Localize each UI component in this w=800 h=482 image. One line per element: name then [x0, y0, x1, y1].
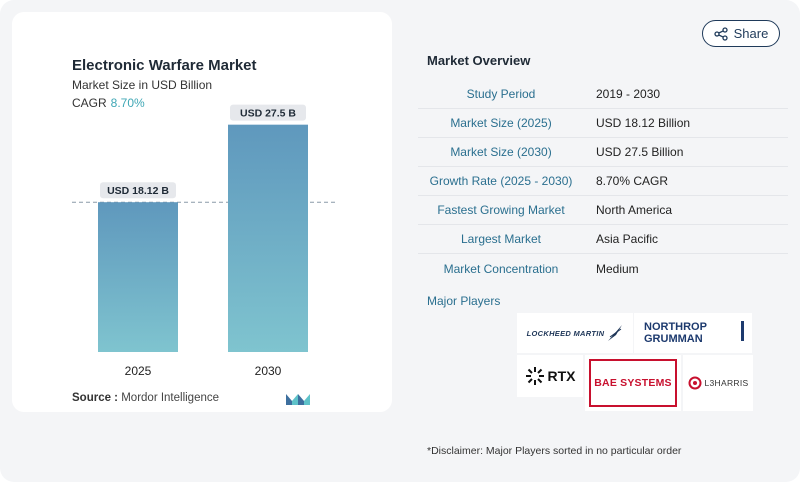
lockheed-martin-logo: LOCKHEED MARTIN	[517, 313, 633, 353]
overview-row-label: Market Size (2025)	[450, 116, 552, 130]
chart-cagr: CAGR 8.70%	[72, 96, 145, 110]
category-label: 2030	[255, 364, 282, 378]
source-value: Mordor Intelligence	[121, 392, 220, 404]
overview-row-value: 8.70% CAGR	[596, 174, 669, 188]
data-label: USD 18.12 B	[107, 185, 169, 197]
bae-systems-frame: BAE SYSTEMS	[589, 359, 677, 407]
share-icon	[713, 26, 728, 41]
overview-row-label: Growth Rate (2025 - 2030)	[429, 174, 573, 188]
source-line: Source : Mordor Intelligence	[72, 392, 219, 404]
overview-row: Fastest Growing Market North America	[418, 196, 788, 225]
data-label-bg	[230, 104, 306, 121]
overview-row-value: 2019 - 2030	[596, 87, 661, 101]
cagr-value: 8.70%	[110, 96, 145, 110]
overview-row-value: USD 18.12 Billion	[596, 116, 691, 130]
rtx-wordmark: RTX	[547, 368, 576, 384]
overview-row: Market Concentration Medium	[418, 254, 788, 283]
l3harris-logo: L3HARRIS	[683, 355, 753, 411]
l3harris-ring-icon	[688, 376, 701, 390]
overview-row-value: Medium	[596, 261, 639, 276]
northrop-wordmark: NORTHROP	[644, 321, 707, 333]
overview-row-value: USD 27.5 Billion	[596, 145, 684, 159]
bar-2030	[228, 124, 308, 353]
northrop-grumman-logo: NORTHROP GRUMMAN	[634, 313, 752, 353]
disclaimer-note: *Disclaimer: Major Players sorted in no …	[427, 445, 682, 457]
market-overview-title: Market Overview	[427, 53, 531, 68]
bar-2025	[98, 202, 178, 352]
major-players-title: Major Players	[427, 294, 501, 308]
overview-row: Largest Market Asia Pacific	[418, 225, 788, 254]
data-label-bg	[100, 182, 176, 199]
northrop-bar-icon	[741, 321, 744, 341]
data-label: USD 27.5 B	[240, 108, 296, 120]
overview-row: Study Period 2019 - 2030	[418, 80, 788, 109]
overview-row-label: Market Size (2030)	[450, 145, 552, 159]
bar-chart: USD 18.12 B 2025 USD 27.5 B 2030	[72, 104, 337, 378]
overview-row-value: Asia Pacific	[596, 232, 659, 246]
overview-row-value: North America	[596, 203, 673, 217]
overview-row-label: Study Period	[466, 87, 536, 101]
rtx-logo: RTX	[517, 355, 583, 397]
overview-row: Market Size (2025) USD 18.12 Billion	[418, 109, 788, 138]
cagr-label: CAGR	[72, 96, 107, 110]
bae-systems-wordmark: BAE SYSTEMS	[594, 377, 672, 389]
overview-row-label: Largest Market	[460, 232, 542, 246]
bae-systems-logo: BAE SYSTEMS	[585, 355, 681, 411]
lockheed-martin-wordmark: LOCKHEED MARTIN	[526, 328, 605, 338]
mordor-intelligence-logo-icon	[286, 394, 310, 405]
chart-title: Electronic Warfare Market	[72, 57, 257, 74]
overview-row-label: Market Concentration	[443, 261, 559, 276]
chart-subtitle: Market Size in USD Billion	[72, 78, 213, 92]
share-button[interactable]: Share	[702, 20, 780, 47]
overview-row: Growth Rate (2025 - 2030) 8.70% CAGR	[418, 167, 788, 196]
rtx-burst-icon	[525, 367, 544, 385]
category-label: 2025	[125, 364, 152, 378]
l3harris-wordmark: L3HARRIS	[704, 378, 749, 388]
share-label: Share	[733, 26, 769, 41]
source-label: Source :	[72, 392, 119, 404]
market-overview-table: Study Period 2019 - 2030 Market Size (2025…	[418, 80, 788, 283]
grumman-wordmark: GRUMMAN	[644, 333, 703, 345]
overview-row-label: Fastest Growing Market	[437, 203, 565, 217]
chart-card: Electronic Warfare Market Market Size in…	[12, 12, 392, 412]
overview-row: Market Size (2030) USD 27.5 Billion	[418, 138, 788, 167]
lockheed-star-icon	[608, 325, 623, 341]
